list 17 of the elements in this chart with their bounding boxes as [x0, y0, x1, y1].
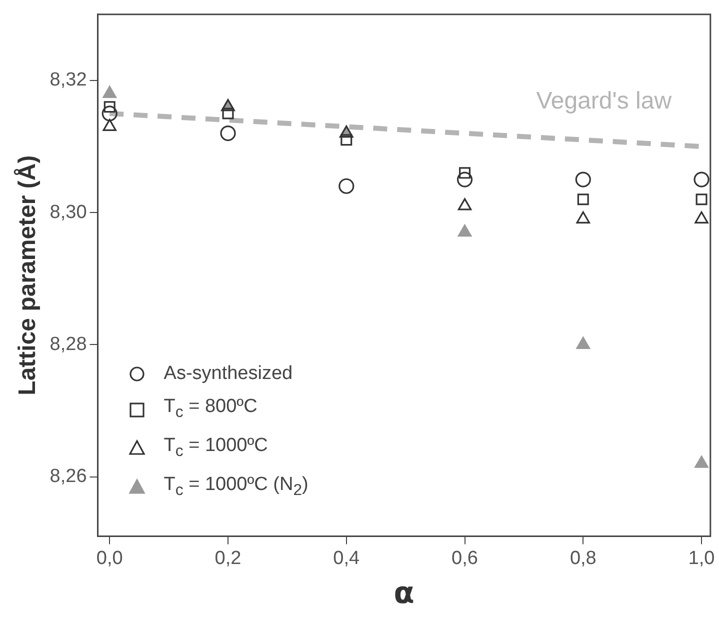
y-tick-label: 8,28 [50, 334, 87, 355]
x-tick-label: 0,6 [452, 548, 478, 569]
x-tick-label: 0,4 [333, 548, 360, 569]
x-axis-title: α [394, 576, 414, 611]
x-tick-label: 0,2 [214, 548, 242, 569]
x-tick-label: 0,8 [570, 548, 596, 569]
legend-label: As-synthesized [164, 362, 293, 386]
x-tick-label: 0,0 [96, 548, 123, 569]
legend-label: T$_{c}$ = 1000ºC [164, 434, 268, 462]
y-tick-label: 8,30 [50, 202, 87, 223]
legend-label: T$_{c}$ = 800ºC [164, 395, 258, 423]
y-tick-label: 8,26 [50, 466, 87, 487]
legend-label: T$_{c}$ = 1000ºC (N$_{2}$) [164, 472, 308, 501]
series-label: Vegard's law [536, 88, 672, 114]
y-tick-label: 8,32 [50, 70, 87, 91]
y-axis-title: Lattice parameter (Å) [13, 155, 42, 396]
x-tick-label: 1,0 [688, 548, 715, 569]
